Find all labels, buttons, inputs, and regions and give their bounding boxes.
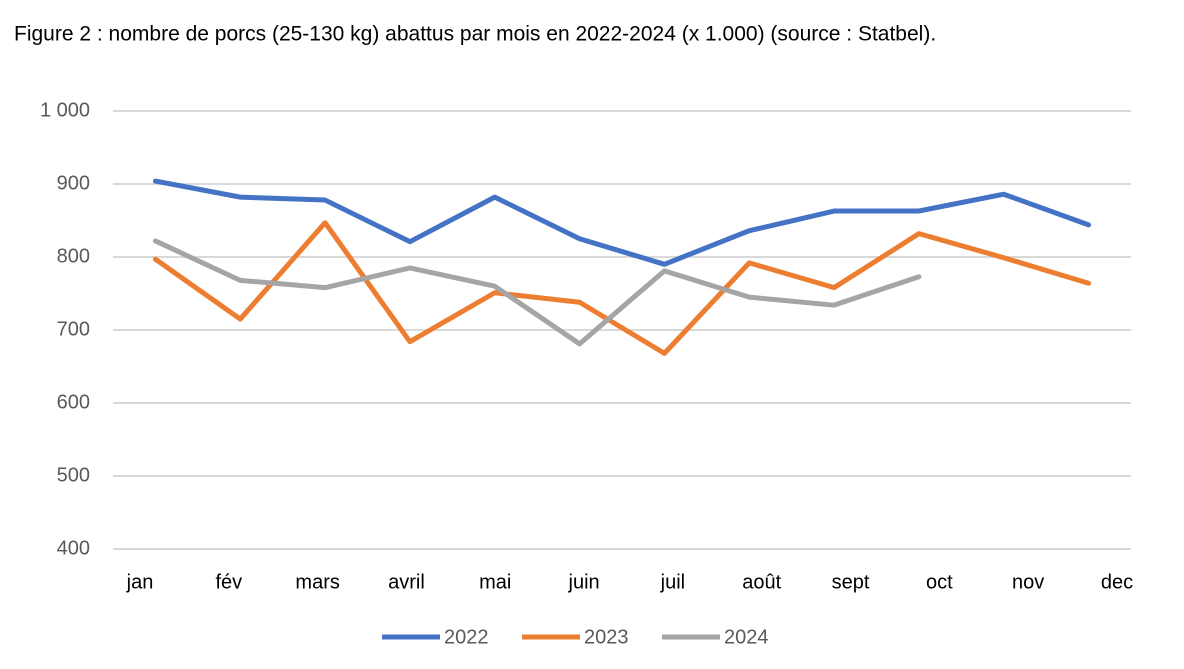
y-tick-label: 1 000	[40, 99, 90, 121]
x-tick-label: nov	[1012, 571, 1044, 593]
x-tick-label: juin	[568, 571, 600, 593]
legend-label: 2023	[584, 626, 629, 648]
legend-label: 2022	[444, 626, 489, 648]
series-line	[152, 220, 1092, 356]
x-tick-label: avril	[388, 571, 425, 593]
y-tick-label: 700	[57, 318, 90, 340]
x-tick-label: août	[742, 571, 781, 593]
x-tick-label: jan	[126, 571, 154, 593]
series-line	[152, 238, 922, 347]
chart-title: Figure 2 : nombre de porcs (25-130 kg) a…	[14, 23, 936, 46]
x-tick-label: oct	[926, 571, 953, 593]
x-tick-label: mai	[479, 571, 511, 593]
y-tick-label: 600	[57, 391, 90, 413]
x-tick-label: mars	[295, 571, 339, 593]
x-tick-label: dec	[1101, 571, 1133, 593]
x-tick-label: sept	[832, 571, 870, 593]
series-line	[152, 178, 1092, 267]
x-tick-label: juil	[660, 571, 685, 593]
y-tick-label: 400	[57, 537, 90, 559]
legend-label: 2024	[724, 626, 769, 648]
y-tick-label: 500	[57, 464, 90, 486]
y-tick-label: 900	[57, 172, 90, 194]
x-tick-label: fév	[215, 571, 242, 593]
y-tick-label: 800	[57, 245, 90, 267]
